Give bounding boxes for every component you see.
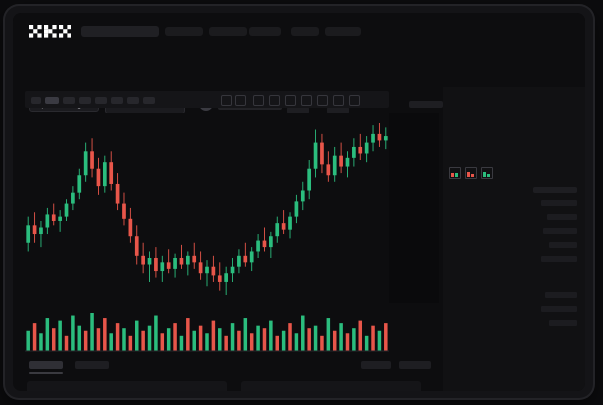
nav-item-earn[interactable]: Earn: [209, 27, 247, 36]
pencil-icon[interactable]: [301, 95, 312, 106]
stat-value-high: [327, 107, 349, 114]
market-subheader: Spot Trading: [13, 47, 585, 114]
orderbook-ask-total: [543, 228, 577, 234]
toolbar-interval-active[interactable]: [45, 97, 59, 104]
toolbar-interval-1d[interactable]: [111, 97, 123, 104]
tab-chart[interactable]: Chart: [29, 361, 63, 369]
tab-chart-underline: [29, 372, 63, 374]
app-screen: Trade Markets Earn Web3 More Assets Spot…: [13, 13, 585, 391]
nav-item-more[interactable]: More: [291, 27, 319, 36]
magnet-icon[interactable]: [317, 95, 328, 106]
redo-icon[interactable]: [235, 95, 246, 106]
orderbook-ask-total: [541, 256, 577, 262]
toolbar-interval-1h[interactable]: [79, 97, 91, 104]
toolbar-interval-more[interactable]: [143, 97, 155, 104]
orderbook-asks-icon[interactable]: [465, 167, 477, 179]
order-history-panel[interactable]: [241, 381, 421, 391]
price-candlestick-chart[interactable]: [25, 113, 389, 305]
eye-icon[interactable]: [333, 95, 344, 106]
settings-icon[interactable]: [349, 95, 360, 106]
top-navigation-bar: Trade Markets Earn Web3 More Assets: [13, 13, 585, 47]
chart-right-shade: [389, 113, 439, 303]
toolbar-interval-15m[interactable]: [63, 97, 75, 104]
tab-trades[interactable]: [361, 361, 391, 369]
orderbook-panel: Buy Sell: [443, 87, 585, 391]
stat-volume: [409, 101, 443, 108]
volume-series: [25, 313, 389, 352]
orderbook-ask-total: [547, 214, 577, 220]
orderbook-bid-total: [541, 306, 577, 312]
tab-depth[interactable]: Depth: [75, 361, 109, 369]
toolbar-interval-1m[interactable]: [31, 97, 41, 104]
orderbook-bid-total: [545, 292, 577, 298]
orderbook-column-headers: [533, 187, 577, 193]
nav-item-markets[interactable]: Markets: [165, 27, 203, 36]
toolbar-interval-1w[interactable]: [127, 97, 139, 104]
orderbook-both-icon[interactable]: [449, 167, 461, 179]
orderbook-ask-total: [549, 242, 577, 248]
candlestick-series: [26, 123, 388, 295]
undo-icon[interactable]: [221, 95, 232, 106]
nav-item-web3[interactable]: Web3: [249, 27, 281, 36]
orderbook-bids-icon[interactable]: [481, 167, 493, 179]
candlestick-type-icon[interactable]: [253, 95, 264, 106]
orderbook-bid-total: [549, 320, 577, 326]
toolbar-interval-4h[interactable]: [95, 97, 107, 104]
line-tool-icon[interactable]: [285, 95, 296, 106]
tablet-device-frame: Trade Markets Earn Web3 More Assets Spot…: [5, 6, 593, 398]
tab-orders[interactable]: [399, 361, 431, 369]
volume-histogram: [25, 309, 389, 355]
nav-item-trade[interactable]: Trade: [81, 26, 159, 37]
open-orders-panel[interactable]: [27, 381, 227, 391]
stat-value-change: [287, 107, 309, 114]
indicator-icon[interactable]: [269, 95, 280, 106]
nav-item-assets[interactable]: Assets: [325, 27, 361, 36]
okx-logo-icon[interactable]: [29, 25, 71, 38]
orderbook-ask-total: [541, 200, 577, 206]
